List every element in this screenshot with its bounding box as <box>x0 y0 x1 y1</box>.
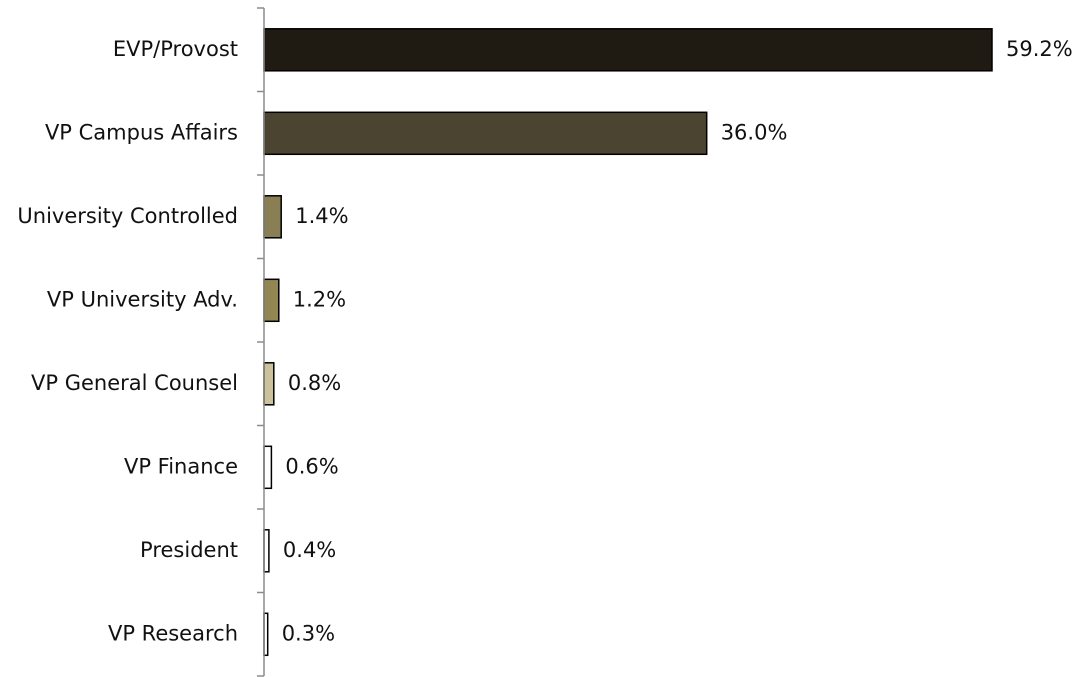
value-label: 0.3% <box>282 621 335 645</box>
category-label: VP General Counsel <box>31 371 238 395</box>
category-label: VP Campus Affairs <box>45 120 238 144</box>
value-label: 36.0% <box>721 120 788 144</box>
bar <box>263 28 993 72</box>
category-label: President <box>140 538 238 562</box>
category-label: EVP/Provost <box>113 37 238 61</box>
value-label: 1.4% <box>295 204 348 228</box>
bars-group <box>263 28 993 657</box>
category-label: University Controlled <box>17 204 238 228</box>
value-label: 0.6% <box>285 454 338 478</box>
value-label: 0.8% <box>288 371 341 395</box>
bar <box>263 111 708 156</box>
value-label: 0.4% <box>283 538 336 562</box>
value-label: 59.2% <box>1006 37 1073 61</box>
category-label: VP University Adv. <box>47 287 238 311</box>
bar <box>263 445 273 490</box>
bar <box>263 278 280 323</box>
category-label: VP Finance <box>124 454 238 478</box>
bar <box>263 362 275 406</box>
value-label: 1.2% <box>293 287 346 311</box>
category-axis-labels: EVP/Provost VP Campus Affairs University C… <box>17 37 238 646</box>
value-labels-group: 59.2% 36.0% 1.4% 1.2% 0.8% 0.6% 0.4% 0.3% <box>282 37 1073 646</box>
category-axis <box>257 7 265 677</box>
bar <box>263 195 282 239</box>
category-label: VP Research <box>108 621 238 645</box>
